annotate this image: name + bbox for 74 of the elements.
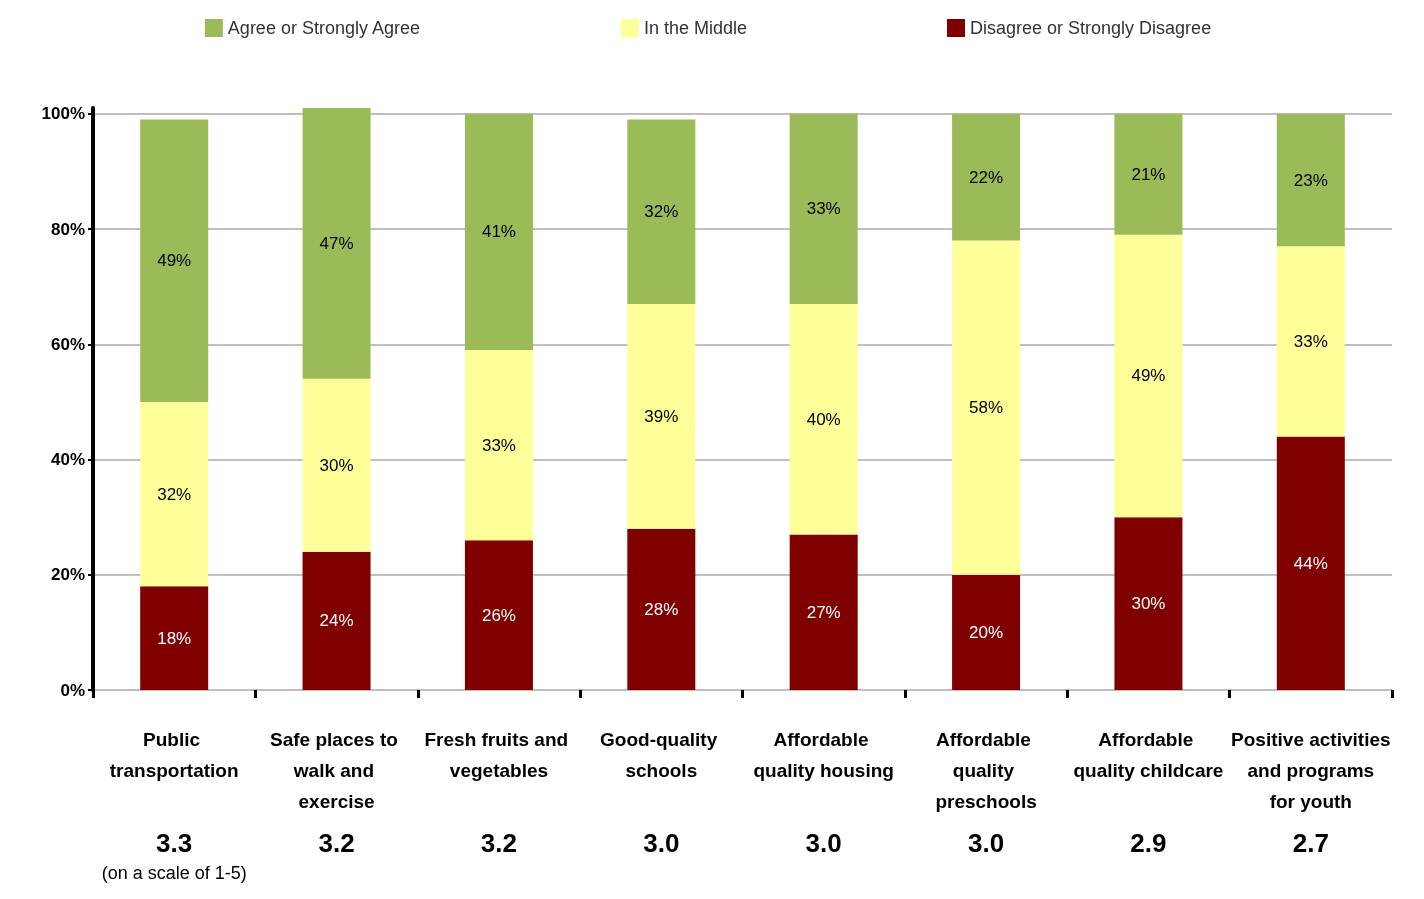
data-label: 49%	[1131, 366, 1166, 386]
legend-label: Disagree or Strongly Disagree	[970, 18, 1212, 38]
text: 3.2	[318, 828, 355, 858]
bar	[464, 113, 533, 351]
y-tick-label: 40%	[50, 450, 85, 470]
x-tick-label: Affordable quality housing	[753, 729, 894, 781]
data-label: 23%	[1293, 170, 1328, 190]
x-tick-label: Public transportation	[109, 729, 239, 781]
bar	[464, 540, 533, 690]
x-tick-label: Affordable quality childcare	[1073, 729, 1224, 781]
bar	[140, 401, 209, 587]
bar	[1276, 246, 1345, 437]
data-label: 44%	[1293, 553, 1328, 573]
data-label: 24%	[319, 611, 354, 631]
text: 2.7	[1292, 828, 1329, 858]
bar	[789, 113, 858, 304]
data-label: 30%	[1131, 594, 1166, 614]
text: 3.0	[805, 828, 842, 858]
bar	[627, 528, 696, 690]
data-label: 27%	[806, 602, 841, 622]
x-tick-label: Affordable quality preschools	[935, 729, 1037, 812]
legend-label: In the Middle	[643, 18, 748, 38]
bar	[140, 586, 209, 690]
text: 3.0	[643, 828, 680, 858]
x-tick-label: Positive activities and programs for youth	[1231, 729, 1391, 812]
bar	[302, 378, 371, 552]
y-tick-label: 20%	[50, 565, 85, 585]
bar	[140, 119, 209, 402]
data-label: 26%	[481, 605, 516, 625]
data-label: 32%	[644, 202, 679, 222]
data-label: 58%	[969, 398, 1004, 418]
bar	[952, 574, 1021, 690]
data-label: 49%	[157, 251, 192, 271]
data-label: 22%	[969, 167, 1004, 187]
x-tick-label: Fresh fruits and vegetables	[424, 729, 574, 781]
data-label: 33%	[806, 199, 841, 219]
data-label: 33%	[481, 435, 516, 455]
bar	[627, 119, 696, 304]
data-label: 47%	[319, 233, 354, 253]
text: 3.2	[480, 828, 518, 858]
bar	[789, 534, 858, 690]
bar	[302, 551, 371, 690]
text: 3.0	[967, 828, 1005, 858]
legend-label: Agree or Strongly Agree	[227, 18, 420, 38]
bar	[1114, 113, 1183, 235]
text: 3.3	[156, 828, 193, 858]
data-label: 39%	[644, 406, 679, 426]
bar	[1114, 517, 1183, 690]
bar	[627, 303, 696, 529]
bar	[789, 303, 858, 535]
text: 2.9	[1130, 828, 1167, 858]
y-tick-label: 60%	[50, 334, 85, 354]
bar	[1114, 234, 1183, 518]
x-tick-label: Good-quality schools	[600, 729, 723, 781]
data-label: 40%	[806, 409, 841, 429]
text: (on a scale of 1-5)	[101, 863, 247, 883]
data-label: 20%	[969, 622, 1004, 642]
data-label: 32%	[157, 484, 192, 504]
data-label: 28%	[644, 599, 679, 619]
data-label: 33%	[1293, 331, 1328, 351]
bar	[464, 350, 533, 541]
data-label: 18%	[157, 628, 192, 648]
bar	[952, 240, 1021, 575]
data-label: 41%	[481, 222, 516, 242]
bar	[1276, 436, 1345, 690]
x-tick-label: Safe places to walk and exercise	[270, 729, 404, 812]
bar	[1276, 113, 1345, 247]
y-tick-label: 80%	[50, 219, 85, 239]
data-label: 21%	[1131, 164, 1166, 184]
y-tick-label: 0%	[60, 680, 85, 700]
data-label: 30%	[319, 455, 354, 475]
y-tick-label: 100%	[41, 104, 85, 124]
bar	[302, 108, 371, 379]
bar	[952, 113, 1021, 241]
